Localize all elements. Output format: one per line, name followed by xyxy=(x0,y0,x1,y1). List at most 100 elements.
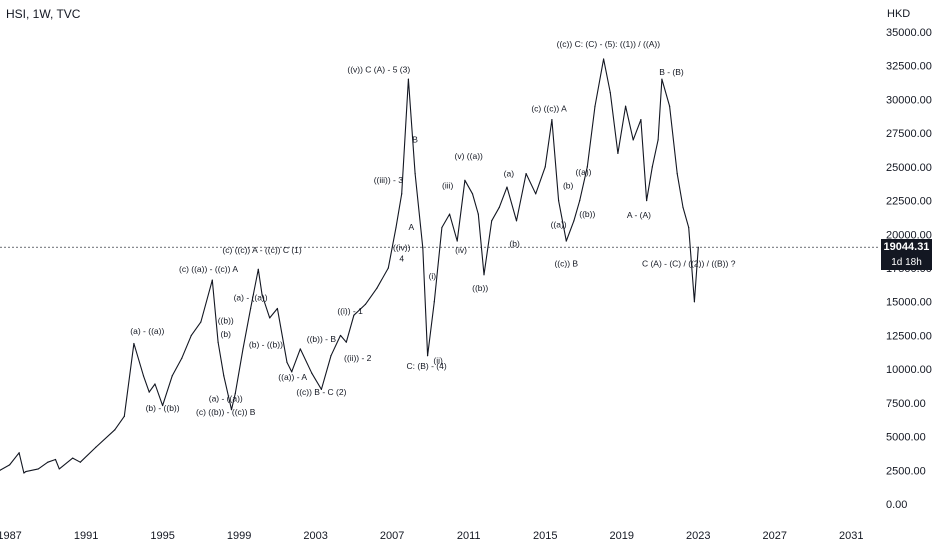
y-tick-label: 10000.00 xyxy=(886,364,932,376)
price-point xyxy=(234,392,236,395)
wave-label: ((a)) - A xyxy=(278,372,307,382)
price-point xyxy=(558,199,560,202)
price-point xyxy=(498,206,500,208)
price-point xyxy=(72,457,74,459)
price-point xyxy=(190,334,192,337)
price-point xyxy=(676,173,678,175)
wave-label: (a) - ((a)) xyxy=(209,394,243,404)
price-point xyxy=(426,355,429,357)
y-tick-label: 15000.00 xyxy=(886,297,932,309)
price-point xyxy=(211,279,213,281)
price-point xyxy=(624,105,627,107)
wave-label: B - (B) xyxy=(659,67,684,77)
x-tick-label: 2003 xyxy=(303,530,327,542)
price-point xyxy=(414,173,416,175)
price-point xyxy=(311,372,313,374)
price-point xyxy=(422,247,424,249)
price-point xyxy=(395,226,397,229)
countdown-tag: 1d 18h xyxy=(881,255,932,270)
wave-label: (c) ((c)) A xyxy=(531,104,567,114)
price-point xyxy=(573,220,575,222)
wave-label: (c) ((c)) A - ((c)) C (1) xyxy=(222,245,301,255)
y-tick-label: 0.00 xyxy=(886,499,907,511)
price-point xyxy=(668,105,671,107)
price-point xyxy=(250,307,252,310)
x-tick-label: 1999 xyxy=(227,530,251,542)
annotation-layer: (a) - ((a)) (b) - ((b)) (c) ((a)) - ((c)) … xyxy=(130,39,735,417)
price-point xyxy=(651,166,653,168)
x-tick-label: 2007 xyxy=(380,530,404,542)
wave-label: ((b)) xyxy=(472,283,488,293)
price-point xyxy=(123,415,125,417)
series-layer xyxy=(0,58,699,474)
price-point xyxy=(171,375,173,377)
price-point xyxy=(47,461,49,463)
price-point xyxy=(448,213,451,215)
wave-label: C: (B) - (4) xyxy=(407,361,447,371)
x-tick-label: 2015 xyxy=(533,530,557,542)
wave-label: (iv) xyxy=(455,245,467,255)
x-tick-label: 1987 xyxy=(0,530,22,542)
wave-label: ((b)) xyxy=(218,315,234,325)
price-point xyxy=(565,240,567,242)
x-tick-label: 2027 xyxy=(763,530,787,542)
price-point xyxy=(299,348,301,350)
wave-label: (b) xyxy=(221,329,232,339)
y-tick-label: 12500.00 xyxy=(886,330,932,342)
y-tick-label: 32500.00 xyxy=(886,61,932,73)
x-tick-label: 2019 xyxy=(609,530,633,542)
time-axis[interactable]: 1987 1991 1995 1999 2003 2007 2011 2015 2019 2023… xyxy=(0,530,864,542)
price-point xyxy=(407,78,410,80)
wave-label: (c) ((a)) - ((c)) A xyxy=(179,264,238,274)
price-point xyxy=(682,206,684,208)
price-point xyxy=(376,287,378,289)
wave-label: ((c)) C: (C) - (5): ((1)) / ((A)) xyxy=(557,39,661,49)
price-point xyxy=(646,199,648,202)
price-point xyxy=(551,119,553,121)
price-point xyxy=(133,342,135,345)
price-point xyxy=(364,303,366,306)
price-point xyxy=(181,357,183,359)
price-point xyxy=(269,317,271,319)
price-point xyxy=(609,92,611,94)
price-series-line xyxy=(0,58,699,474)
price-point xyxy=(491,220,493,222)
price-point xyxy=(387,267,389,269)
wave-label: ((v)) C (A) - 5 (3) xyxy=(347,64,410,74)
price-point xyxy=(515,220,518,222)
wave-label: A xyxy=(408,222,414,232)
x-tick-label: 2031 xyxy=(839,530,863,542)
wave-label: ((iii)) - 3 xyxy=(374,175,404,185)
price-point xyxy=(594,105,596,107)
price-point xyxy=(345,341,347,343)
x-tick-label: 1995 xyxy=(150,530,174,542)
y-tick-label: 35000.00 xyxy=(886,27,932,39)
price-point xyxy=(471,193,474,195)
price-point xyxy=(58,468,60,470)
y-tick-label: 20000.00 xyxy=(886,229,932,241)
y-tick-label: 22500.00 xyxy=(886,196,932,208)
wave-label: (b) xyxy=(563,180,574,190)
price-point xyxy=(506,186,508,188)
price-point xyxy=(154,383,156,385)
price-point xyxy=(286,361,288,363)
price-point xyxy=(544,166,546,168)
price-point xyxy=(464,179,466,181)
price-point xyxy=(697,246,699,248)
price-point xyxy=(693,301,696,303)
price-point xyxy=(586,166,588,168)
wave-label: (a) xyxy=(504,168,515,178)
wave-label: ((c)) B - C (2) xyxy=(296,387,346,397)
price-point xyxy=(25,471,27,473)
price-point xyxy=(200,321,202,323)
price-point xyxy=(441,226,443,229)
price-point xyxy=(291,371,293,373)
symbol-title[interactable]: HSI, 1W, TVC xyxy=(6,7,81,21)
price-point xyxy=(353,314,355,316)
price-point xyxy=(330,355,332,357)
price-point xyxy=(23,472,25,474)
wave-label: (i) xyxy=(429,271,437,281)
wave-label: (a) - ((a)) xyxy=(234,292,268,302)
